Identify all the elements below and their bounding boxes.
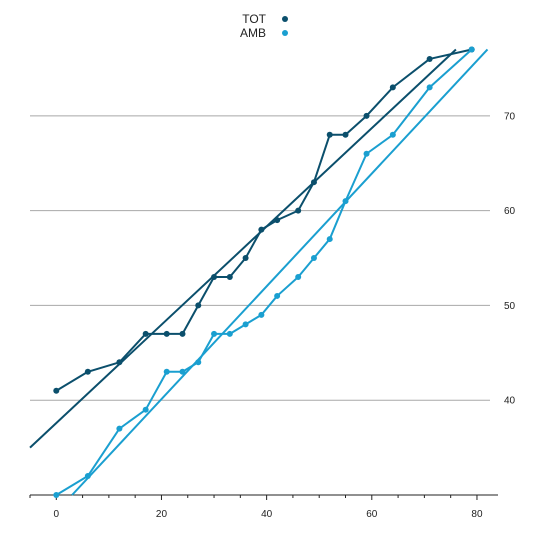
point-amb-11 [274, 292, 281, 299]
point-amb-1 [84, 473, 91, 480]
point-tot-7 [211, 273, 218, 280]
x-tick-label-20: 20 [156, 509, 168, 520]
point-tot-10 [258, 226, 265, 233]
point-amb-3 [142, 406, 149, 413]
trend-lines [29, 48, 489, 496]
point-amb-5 [179, 368, 186, 375]
point-amb-8 [226, 330, 233, 337]
point-amb-18 [426, 84, 433, 91]
point-tot-17 [389, 84, 396, 91]
point-amb-7 [211, 330, 218, 337]
legend-marker-tot [282, 16, 288, 22]
point-amb-13 [310, 255, 317, 262]
x-tick-label-0: 0 [54, 509, 60, 520]
legend-marker-amb [282, 30, 288, 36]
point-tot-18 [426, 55, 433, 62]
point-amb-4 [163, 368, 170, 375]
point-tot-5 [179, 330, 186, 337]
point-tot-9 [242, 255, 249, 262]
grid-lines [30, 115, 490, 401]
point-tot-8 [226, 273, 233, 280]
y-axis: 40 50 60 70 [504, 111, 516, 406]
point-tot-2 [116, 359, 123, 366]
series-line-tot [55, 48, 472, 392]
x-tick-label-60: 60 [366, 509, 378, 520]
x-axis: 0 20 40 60 80 [29, 494, 498, 520]
point-amb-19 [468, 46, 475, 53]
point-tot-6 [195, 302, 202, 309]
point-tot-4 [163, 330, 170, 337]
y-tick-label-60: 60 [504, 206, 516, 217]
point-tot-15 [342, 131, 349, 138]
point-amb-0 [53, 492, 60, 498]
point-amb-9 [242, 321, 249, 328]
y-tick-label-50: 50 [504, 301, 516, 312]
point-amb-12 [295, 273, 302, 280]
point-amb-15 [342, 198, 349, 205]
point-amb-16 [363, 150, 370, 157]
point-tot-14 [326, 131, 333, 138]
point-amb-17 [389, 131, 396, 138]
trend-line-amb [71, 48, 489, 496]
point-amb-6 [195, 359, 202, 366]
point-tot-1 [84, 368, 91, 375]
data-series [53, 46, 475, 498]
point-tot-12 [295, 207, 302, 214]
point-amb-14 [326, 236, 333, 243]
point-tot-16 [363, 112, 370, 119]
series-line-amb [55, 48, 473, 496]
legend-label-tot: TOT [242, 12, 266, 26]
x-tick-label-40: 40 [261, 509, 273, 520]
point-tot-11 [274, 217, 281, 224]
legend-label-amb: AMB [240, 26, 266, 40]
y-tick-label-40: 40 [504, 396, 516, 407]
point-tot-3 [142, 330, 149, 337]
point-amb-2 [116, 425, 123, 432]
trend-line-tot [29, 48, 457, 449]
y-tick-label-70: 70 [504, 111, 516, 122]
point-amb-10 [258, 311, 265, 318]
point-tot-13 [310, 179, 317, 186]
point-tot-0 [53, 387, 60, 394]
x-tick-label-80: 80 [471, 509, 483, 520]
